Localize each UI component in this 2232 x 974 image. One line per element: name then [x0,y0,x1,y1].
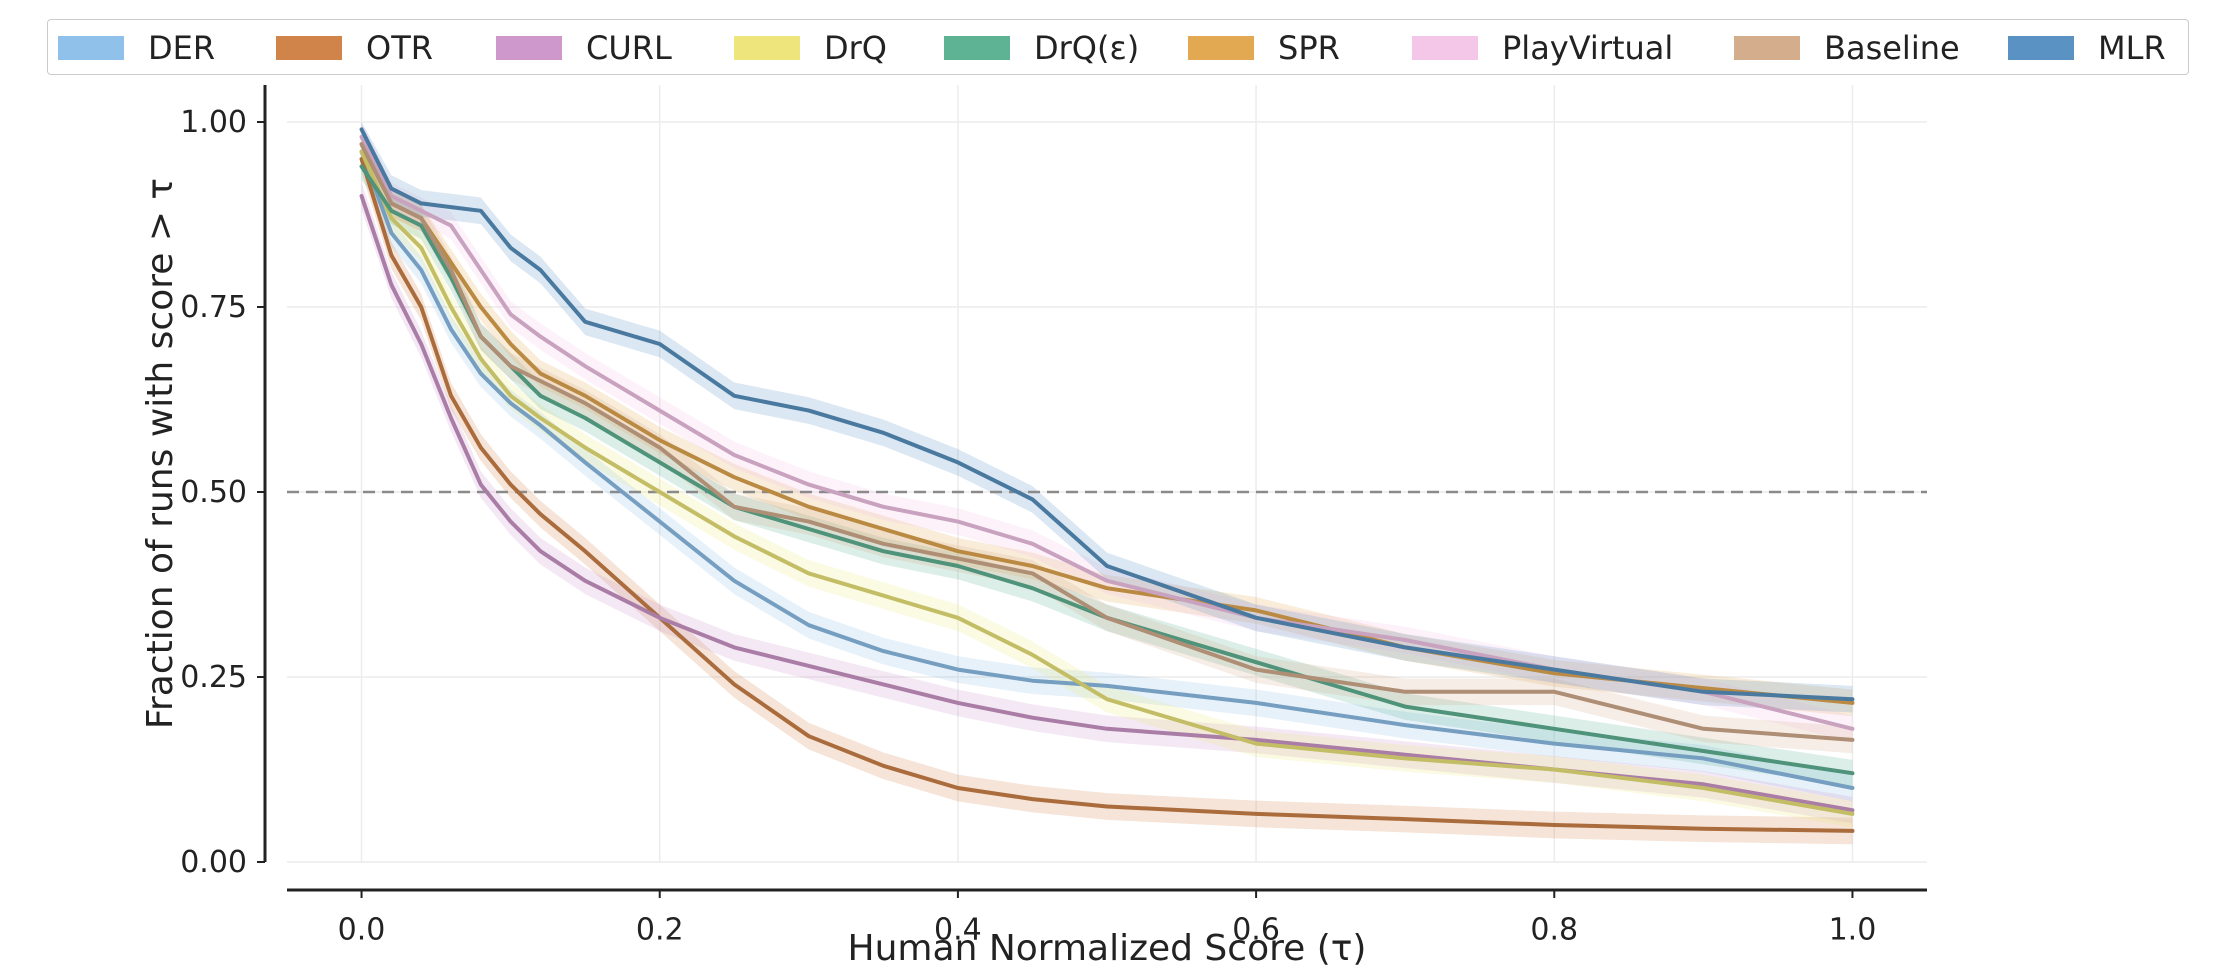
y-tick-label: 0.75 [180,290,247,325]
legend-swatch [944,36,1010,60]
legend-item-baseline: Baseline [1734,20,1960,76]
legend-label: PlayVirtual [1502,29,1674,67]
y-axis-title: Fraction of runs with score > τ [140,178,181,729]
line-drq [359,164,1855,776]
legend-item-curl: CURL [496,20,672,76]
confidence-bands [361,122,1853,845]
line-drq [359,149,1855,816]
grid [287,85,1927,863]
x-tick-label: 0.0 [338,913,386,948]
line-playvirtual [359,134,1855,731]
y-tick-label: 0.00 [180,845,247,880]
band-playvirtual [361,123,1853,743]
legend-item-spr: SPR [1188,20,1340,76]
series-lines [359,127,1855,833]
line-curl [359,194,1855,813]
legend-label: SPR [1278,29,1340,67]
y-tick-label: 0.25 [180,660,247,695]
legend-label: DrQ [824,29,887,67]
legend-swatch [1734,36,1800,60]
x-tick-label: 0.4 [934,913,982,948]
legend-item-drq: DrQ(ε) [944,20,1139,76]
band-spr [361,130,1853,717]
legend-label: DrQ(ε) [1034,29,1140,67]
y-tick-label: 0.50 [180,475,247,510]
legend-swatch [734,36,800,60]
legend-swatch [58,36,124,60]
legend-swatch [276,36,342,60]
axes: 0.0 0.2 0.4 0.6 0.8 1.0 0.00 0.25 0.50 0.75 1.00 [180,85,1927,948]
x-axis-title: Human Normalized Score (τ) [848,928,1367,969]
line-otr [359,157,1855,833]
x-tick-label: 1.0 [1829,913,1877,948]
line-baseline [359,142,1855,742]
legend-item-drq: DrQ [734,20,887,76]
legend-item-mlr: MLR [2008,20,2166,76]
legend-label: DER [148,29,216,67]
line-der [359,149,1855,790]
legend: DER OTR CURL DrQ DrQ(ε) SPR PlayVirtual Baselin… [47,19,2189,75]
line-mlr [359,127,1855,702]
legend-swatch [2008,36,2074,60]
band-drq [361,138,1853,828]
legend-swatch [496,36,562,60]
x-tick-label: 0.6 [1232,913,1280,948]
band-drq [361,153,1853,787]
legend-label: MLR [2098,29,2166,67]
x-tick-label: 0.2 [636,913,684,948]
legend-swatch [1188,36,1254,60]
legend-swatch [1412,36,1478,60]
legend-label: Baseline [1824,29,1960,67]
legend-label: OTR [366,29,433,67]
x-tick-label: 0.8 [1530,913,1578,948]
legend-item-otr: OTR [276,20,433,76]
legend-label: CURL [586,29,672,67]
legend-item-playvirtual: PlayVirtual [1412,20,1673,76]
legend-item-der: DER [58,20,215,76]
y-tick-label: 1.00 [180,105,247,140]
